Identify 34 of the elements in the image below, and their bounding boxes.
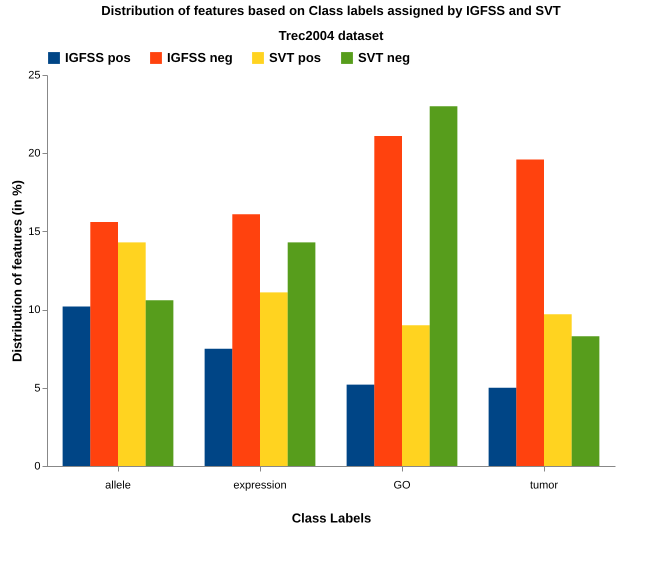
y-tick-label: 20 <box>28 148 40 160</box>
chart-subtitle: Trec2004 dataset <box>278 28 384 43</box>
chart-title: Distribution of features based on Class labels assigned by IGFSS and SVT <box>101 3 561 18</box>
y-tick-label: 10 <box>28 304 40 316</box>
legend-label: IGFSS pos <box>65 50 131 65</box>
bar <box>62 306 90 466</box>
x-tick-label: tumor <box>530 480 558 492</box>
bar <box>288 242 316 466</box>
bar <box>488 388 516 466</box>
bar <box>346 384 374 466</box>
legend-label: SVT pos <box>269 50 322 65</box>
y-axis-title: Distribution of features (in %) <box>9 180 24 362</box>
x-tick-label: allele <box>105 480 131 492</box>
y-tick-label: 15 <box>28 226 40 238</box>
bar <box>204 348 232 466</box>
bar <box>572 336 600 466</box>
x-tick-label: expression <box>233 480 287 492</box>
x-tick-label: GO <box>393 480 411 492</box>
bar <box>374 136 402 466</box>
y-tick-label: 0 <box>34 460 40 472</box>
bar <box>430 106 458 466</box>
legend-label: SVT neg <box>358 50 410 65</box>
bar <box>118 242 146 466</box>
bar <box>90 222 118 466</box>
bar <box>402 325 430 466</box>
legend-label: IGFSS neg <box>167 50 233 65</box>
bar <box>544 314 572 466</box>
y-tick-label: 25 <box>28 70 40 82</box>
bar <box>232 214 260 466</box>
bar <box>260 292 288 466</box>
x-axis-title: Class Labels <box>292 510 372 526</box>
bar <box>146 300 174 466</box>
bar <box>516 159 544 466</box>
y-tick-label: 5 <box>34 382 40 394</box>
